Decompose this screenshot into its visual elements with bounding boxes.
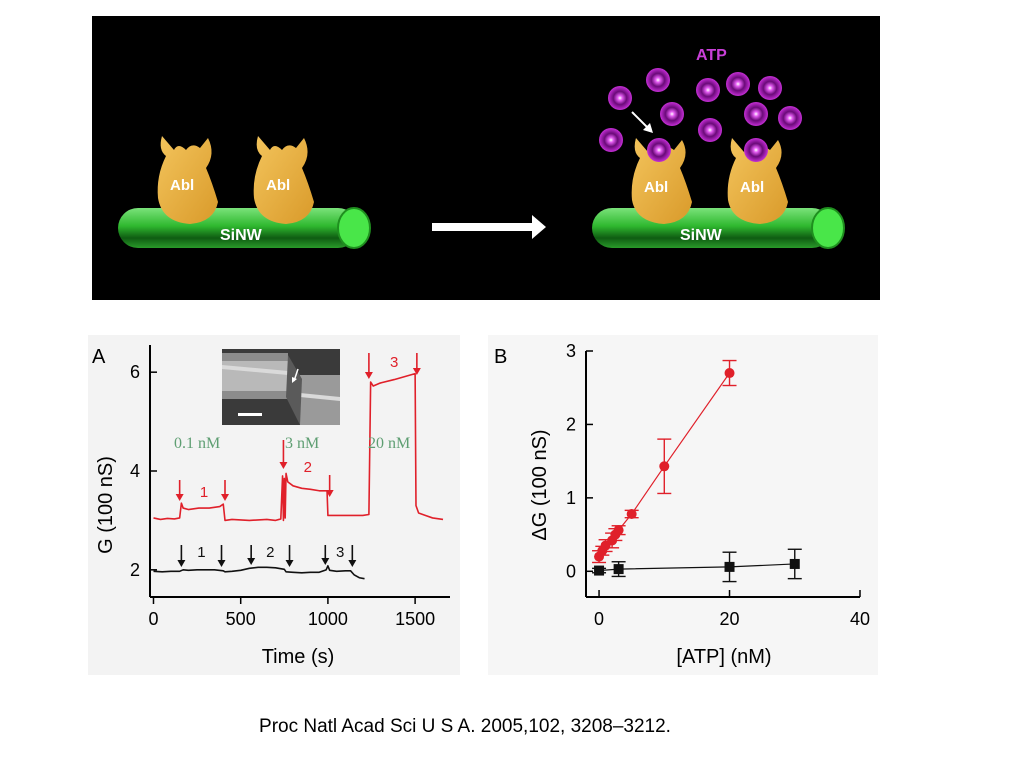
- schematic-svg: SiNW Abl Abl SiNW Abl Abl: [92, 16, 880, 300]
- red-marker-label-1: 1: [200, 484, 208, 501]
- atp-molecule: [646, 68, 670, 92]
- black-injection-arrow-head: [217, 560, 226, 567]
- black-data-point: [594, 565, 605, 576]
- atp-molecule-bound: [744, 138, 768, 162]
- conc-label-3nm: 3 nM: [285, 435, 319, 452]
- panel-b: 0 20 40 0 1 2 3 B [ATP] (nM) ΔG (100 nS): [488, 335, 878, 675]
- red-data-point: [626, 509, 637, 520]
- citation: Proc Natl Acad Sci U S A. 2005,102, 3208…: [259, 716, 671, 737]
- black-injection-arrow-head: [247, 558, 256, 565]
- right-nanowire-label: SiNW: [680, 227, 723, 244]
- atp-molecules: [599, 68, 802, 162]
- schematic-panel: SiNW Abl Abl SiNW Abl Abl: [92, 16, 880, 300]
- red-marker-label-3: 3: [390, 354, 398, 371]
- atp-molecule: [778, 106, 802, 130]
- panel-a-y-tick-label: 2: [130, 560, 140, 580]
- panel-b-y-tick-label: 3: [566, 341, 576, 361]
- panel-a: 0 500 1000 1500 2 4 6 1 2 3 1 2 3 0.1 nM 3 nM 20 nM…: [88, 335, 460, 675]
- left-nanowire: SiNW: [118, 207, 371, 249]
- panel-b-x-tick-label: 20: [720, 609, 740, 629]
- panel-a-x-tick-label: 500: [226, 609, 256, 629]
- red-injection-arrow-head: [412, 368, 421, 375]
- sem-inset-image: [222, 349, 340, 425]
- black-data-point: [724, 561, 735, 572]
- black-injection-arrow-head: [285, 560, 294, 567]
- red-injection-arrow-head: [325, 490, 334, 497]
- red-marker-label-2: 2: [304, 459, 312, 476]
- panel-b-y-tick-label: 2: [566, 414, 576, 434]
- panel-a-ylabel: G (100 nS): [95, 456, 117, 554]
- black-marker-label-2: 2: [266, 544, 274, 561]
- red-injection-arrow-head: [364, 372, 373, 379]
- black-marker-label-1: 1: [197, 544, 205, 561]
- black-injection-arrow-head: [348, 560, 357, 567]
- red-injection-arrow-head: [221, 494, 229, 501]
- left-nanowire-label: SiNW: [220, 227, 263, 244]
- atp-label: ATP: [696, 47, 727, 64]
- transition-arrow: [432, 215, 546, 239]
- panel-b-x-tick-label: 0: [594, 609, 604, 629]
- black-data-point: [789, 558, 800, 569]
- atp-molecule: [726, 72, 750, 96]
- panel-a-y-tick-label: 6: [130, 362, 140, 382]
- right-abl-protein-1: Abl: [631, 138, 692, 224]
- panel-a-x-tick-label: 0: [148, 609, 158, 629]
- panel-b-ylabel: ΔG (100 nS): [529, 429, 551, 540]
- panel-b-y-tick-label: 1: [566, 488, 576, 508]
- panel-a-markers: 1 2 3 1 2 3: [175, 353, 421, 567]
- right-abl-protein-2: Abl: [727, 138, 788, 224]
- red-injection-arrow-head: [175, 494, 184, 501]
- atp-molecule: [599, 128, 623, 152]
- panel-b-xlabel: [ATP] (nM): [676, 646, 771, 668]
- atp-molecule-bound: [647, 138, 671, 162]
- atp-molecule: [744, 102, 768, 126]
- panel-b-y-tick-label: 0: [566, 561, 576, 581]
- conc-label-20nm: 20 nM: [368, 435, 410, 452]
- panel-b-chart: 0 20 40 0 1 2 3 B [ATP] (nM) ΔG (100 nS): [488, 335, 878, 675]
- panel-a-axes: 0 500 1000 1500 2 4 6: [130, 345, 450, 629]
- panel-a-label: A: [92, 346, 106, 368]
- atp-molecule: [608, 86, 632, 110]
- black-injection-arrow-head: [321, 558, 330, 565]
- red-injection-arrow-head: [279, 462, 288, 469]
- red-data-point: [659, 461, 670, 472]
- right-abl-label-2: Abl: [740, 179, 764, 196]
- atp-molecule: [660, 102, 684, 126]
- red-data-point: [613, 525, 624, 536]
- panel-a-xlabel: Time (s): [262, 646, 335, 668]
- black-marker-label-3: 3: [336, 544, 344, 561]
- panel-a-series: [153, 372, 444, 580]
- black-injection-arrow-head: [177, 560, 186, 567]
- panel-a-y-tick-label: 4: [130, 461, 140, 481]
- atp-molecule: [758, 76, 782, 100]
- red-trace: [153, 372, 444, 522]
- red-data-point: [724, 368, 735, 379]
- left-abl-label-1: Abl: [170, 177, 194, 194]
- panel-b-x-tick-label: 40: [850, 609, 870, 629]
- panel-b-axes: 0 20 40 0 1 2 3: [566, 341, 870, 629]
- black-fit-line: [599, 563, 795, 572]
- black-trace: [153, 565, 365, 580]
- panel-b-series: [592, 359, 802, 583]
- panel-a-chart: 0 500 1000 1500 2 4 6 1 2 3 1 2 3 0.1 nM 3 nM 20 nM…: [88, 335, 460, 675]
- panel-a-x-tick-label: 1000: [308, 609, 348, 629]
- left-abl-protein-2: Abl: [253, 136, 314, 224]
- atp-molecule: [696, 78, 720, 102]
- panel-a-x-tick-label: 1500: [395, 609, 435, 629]
- atp-molecule: [698, 118, 722, 142]
- binding-arrow: [631, 111, 653, 133]
- panel-b-label: B: [494, 346, 507, 368]
- left-abl-protein-1: Abl: [157, 136, 218, 224]
- right-abl-label-1: Abl: [644, 179, 668, 196]
- conc-label-0-1nm: 0.1 nM: [174, 435, 220, 452]
- right-nanowire: SiNW: [592, 207, 845, 249]
- left-abl-label-2: Abl: [266, 177, 290, 194]
- black-data-point: [613, 564, 624, 575]
